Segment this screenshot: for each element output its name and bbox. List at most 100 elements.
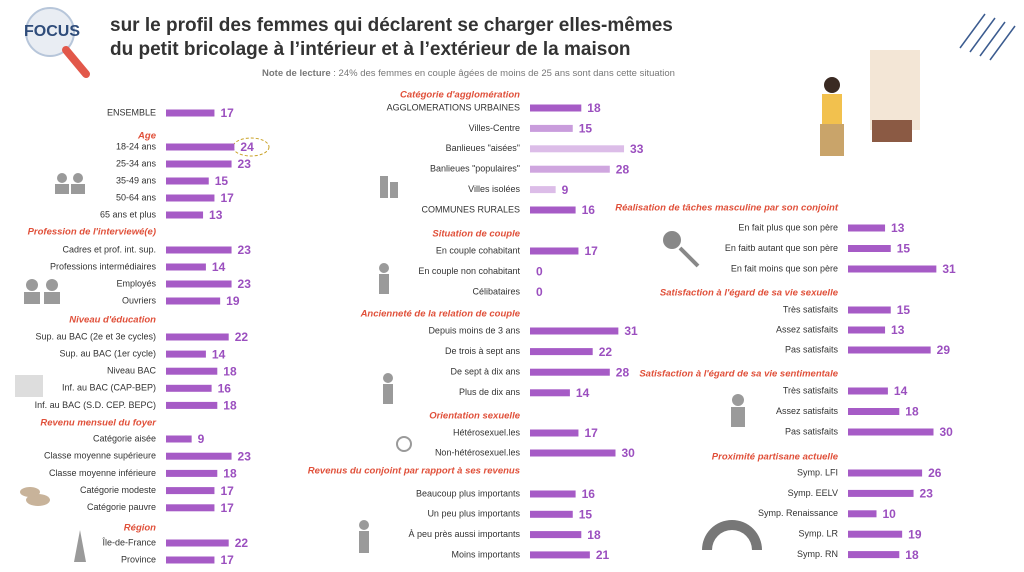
value-label: 9 bbox=[198, 432, 205, 446]
value-label: 30 bbox=[940, 425, 954, 439]
category-label: Banlieues "populaires" bbox=[430, 164, 520, 174]
value-label: 18 bbox=[223, 399, 237, 413]
category-label: Pas satisfaits bbox=[785, 344, 839, 354]
value-label: 23 bbox=[238, 449, 252, 463]
bar bbox=[530, 327, 619, 335]
value-label: 17 bbox=[584, 244, 598, 258]
value-label: 17 bbox=[584, 426, 598, 440]
category-label: À peu près aussi importants bbox=[408, 529, 520, 539]
bar bbox=[166, 263, 206, 271]
bar bbox=[530, 429, 579, 437]
bar bbox=[166, 177, 209, 185]
value-label: 15 bbox=[897, 303, 911, 317]
bar bbox=[166, 556, 215, 564]
category-label: ENSEMBLE bbox=[107, 107, 156, 117]
category-label: 18-24 ans bbox=[116, 141, 157, 151]
value-label: 13 bbox=[891, 323, 905, 337]
value-label: 15 bbox=[579, 507, 593, 521]
bar bbox=[166, 143, 235, 151]
section-title: Catégorie d'agglomération bbox=[400, 90, 520, 101]
value-label: 18 bbox=[223, 364, 237, 378]
category-label: Pas satisfaits bbox=[785, 426, 839, 436]
category-label: Très satisfaits bbox=[783, 304, 839, 314]
category-label: Inf. au BAC (S.D. CEP. BEPC) bbox=[35, 400, 156, 410]
bar bbox=[848, 510, 877, 518]
bar bbox=[530, 348, 593, 356]
bar bbox=[166, 401, 218, 409]
category-label: En faitb autant que son père bbox=[725, 243, 838, 253]
value-label: 13 bbox=[891, 221, 905, 235]
value-label: 21 bbox=[596, 548, 610, 562]
bar bbox=[848, 245, 891, 252]
category-label: 35-49 ans bbox=[116, 175, 157, 185]
bar bbox=[848, 428, 934, 436]
category-label: Assez satisfaits bbox=[776, 324, 839, 334]
category-label: Catégorie modeste bbox=[80, 485, 156, 495]
bar bbox=[166, 350, 206, 358]
bar bbox=[530, 510, 573, 518]
category-label: Sup. au BAC (2e et 3e cycles) bbox=[35, 331, 156, 341]
value-label: 18 bbox=[587, 101, 601, 115]
bar bbox=[848, 387, 888, 395]
category-label: Villes-Centre bbox=[469, 123, 520, 133]
category-label: De trois à sept ans bbox=[445, 346, 521, 356]
bar bbox=[848, 408, 900, 415]
bar bbox=[848, 306, 891, 314]
bar bbox=[530, 490, 576, 498]
bar bbox=[530, 186, 556, 194]
value-label: 14 bbox=[212, 347, 226, 361]
bar bbox=[166, 469, 218, 477]
value-label: 17 bbox=[220, 501, 234, 515]
bar bbox=[166, 504, 215, 512]
value-label: 18 bbox=[905, 405, 919, 419]
bar bbox=[530, 247, 579, 255]
value-label: 9 bbox=[562, 183, 569, 197]
value-label: 28 bbox=[616, 365, 630, 379]
category-label: Province bbox=[121, 554, 156, 564]
bar bbox=[530, 389, 570, 397]
category-label: 25-34 ans bbox=[116, 158, 157, 168]
section-title: Réalisation de tâches masculine par son … bbox=[615, 203, 839, 214]
value-label: 15 bbox=[579, 122, 593, 136]
value-label: 30 bbox=[622, 446, 636, 460]
note-label: Note de lecture bbox=[262, 68, 331, 79]
category-label: En fait moins que son père bbox=[731, 263, 838, 273]
section-title: Région bbox=[124, 523, 156, 534]
logo-handle bbox=[62, 46, 90, 78]
illustration bbox=[820, 50, 920, 156]
value-label: 22 bbox=[235, 536, 249, 550]
category-label: COMMUNES RURALES bbox=[421, 204, 520, 214]
note-text: : 24% des femmes en couple âgées de moin… bbox=[331, 68, 675, 79]
section-title: Profession de l'interviewé(e) bbox=[28, 227, 156, 238]
bar bbox=[530, 145, 625, 153]
category-label: Symp. LR bbox=[798, 529, 838, 539]
value-label: 23 bbox=[238, 243, 252, 257]
bar bbox=[166, 384, 212, 392]
value-label: 10 bbox=[883, 507, 897, 521]
category-label: Île-de-France bbox=[101, 537, 156, 547]
bar bbox=[166, 246, 232, 254]
section-title: Satisfaction à l'égard de sa vie sexuell… bbox=[660, 288, 839, 299]
category-label: Symp. LFI bbox=[797, 467, 838, 477]
bar bbox=[166, 109, 215, 117]
value-label: 18 bbox=[223, 467, 237, 481]
category-label: Employés bbox=[116, 278, 156, 288]
category-label: Symp. RN bbox=[797, 549, 838, 559]
bar bbox=[166, 367, 218, 375]
category-label: Catégorie aisée bbox=[93, 433, 156, 443]
bar bbox=[848, 551, 900, 559]
value-label: 18 bbox=[905, 548, 919, 562]
value-label: 0 bbox=[536, 265, 543, 279]
section-title: Revenu mensuel du foyer bbox=[40, 418, 157, 429]
bar bbox=[848, 346, 931, 354]
bar bbox=[848, 265, 937, 273]
bar bbox=[530, 124, 573, 132]
bar bbox=[166, 452, 232, 460]
value-label: 17 bbox=[220, 106, 234, 120]
value-label: 14 bbox=[212, 260, 226, 274]
title: du petit bricolage à l’intérieur et à l’… bbox=[110, 39, 631, 60]
category-label: Classe moyenne supérieure bbox=[44, 451, 156, 461]
bar bbox=[530, 449, 616, 457]
section-title: Ancienneté de la relation de couple bbox=[360, 309, 521, 320]
